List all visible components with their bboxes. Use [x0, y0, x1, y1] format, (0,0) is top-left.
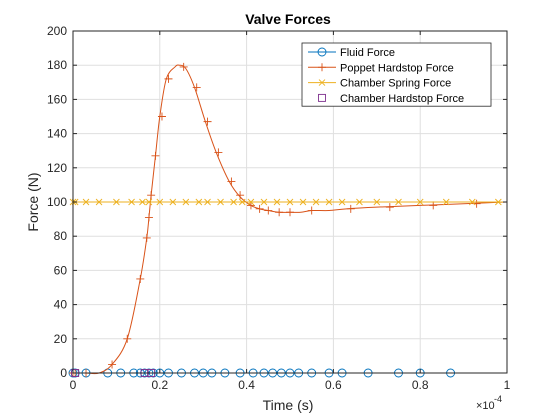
data-point-poppet-hardstop-force [179, 62, 188, 71]
data-point-poppet-hardstop-force [264, 206, 273, 215]
data-point-poppet-hardstop-force [147, 191, 156, 200]
legend-marker-poppet-hardstop-force [318, 63, 326, 72]
data-point-chamber-spring-force [95, 198, 103, 206]
data-point-chamber-spring-force [182, 198, 190, 206]
y-tick-label: 80 [54, 229, 68, 243]
y-tick-label: 40 [54, 298, 68, 312]
data-point-poppet-hardstop-force [157, 112, 166, 121]
legend: Fluid Force Poppet Hardstop Force Chamber … [301, 42, 492, 107]
legend-entry-fluid-force: Fluid Force [308, 47, 395, 59]
x-axis-exponent: ×10 -4 [476, 394, 502, 412]
y-tick-label: 60 [54, 263, 68, 277]
x-tick-label: 0.2 [151, 378, 168, 392]
data-point-poppet-hardstop-force [123, 334, 132, 343]
legend-entries: Fluid Force Poppet Hardstop Force Chamber … [308, 47, 464, 105]
legend-entry-chamber-spring-force: Chamber Spring Force [308, 78, 451, 90]
data-point-poppet-hardstop-force [246, 201, 255, 210]
tick-labels: 0 0.2 0.4 0.6 0.8 1 0 20 40 60 80 100 120 140 160 180 20… [47, 24, 511, 392]
tick-marks [72, 30, 508, 374]
x-tick-label: 1 [504, 378, 511, 392]
legend-label-chamber-spring-force: Chamber Spring Force [340, 78, 451, 90]
legend-label-chamber-hardstop-force: Chamber Hardstop Force [340, 93, 464, 105]
data-point-poppet-hardstop-force [385, 203, 394, 212]
data-point-chamber-spring-force [156, 198, 164, 206]
legend-marker-fluid-force [317, 47, 327, 57]
data-point-chamber-spring-force [247, 198, 255, 206]
data-point-poppet-hardstop-force [227, 177, 236, 186]
x-exponent-base: ×10 [476, 400, 495, 412]
data-point-poppet-hardstop-force [108, 360, 117, 369]
data-point-chamber-spring-force [273, 198, 281, 206]
data-point-chamber-spring-force [338, 198, 346, 206]
data-point-chamber-spring-force [395, 198, 402, 206]
y-tick-label: 0 [60, 366, 67, 380]
data-point-poppet-hardstop-force [307, 206, 316, 215]
data-point-poppet-hardstop-force [429, 201, 438, 210]
data-point-poppet-hardstop-force [346, 204, 355, 213]
data-point-chamber-spring-force [238, 198, 246, 206]
legend-label-poppet-hardstop-force: Poppet Hardstop Force [340, 62, 454, 74]
legend-label-fluid-force: Fluid Force [340, 47, 395, 59]
data-point-poppet-hardstop-force [203, 117, 212, 126]
x-exponent-power: -4 [494, 394, 502, 404]
legend-entry-chamber-hardstop-force: Chamber Hardstop Force [318, 93, 464, 105]
data-point-chamber-spring-force [128, 198, 135, 206]
data-point-chamber-spring-force [416, 198, 424, 206]
data-point-poppet-hardstop-force [286, 208, 294, 217]
data-point-chamber-spring-force [195, 198, 203, 206]
data-point-chamber-spring-force [169, 198, 177, 206]
y-tick-label: 200 [47, 24, 67, 38]
x-tick-label: 0.4 [238, 378, 255, 392]
data-point-chamber-spring-force [113, 198, 120, 206]
data-point-poppet-hardstop-force [275, 208, 284, 217]
x-tick-label: 0.8 [412, 378, 429, 392]
data-point-chamber-spring-force [139, 198, 146, 206]
data-point-poppet-hardstop-force [142, 233, 151, 242]
series-chamber-spring-force [69, 198, 507, 206]
data-point-chamber-spring-force [286, 198, 294, 206]
data-point-chamber-spring-force [260, 198, 268, 206]
chart-title: Valve Forces [245, 11, 331, 27]
y-tick-label: 160 [47, 92, 67, 106]
data-point-chamber-spring-force [230, 198, 237, 206]
data-point-chamber-spring-force [325, 198, 333, 206]
series-poppet-hardstop-force [69, 62, 508, 377]
legend-marker-chamber-hardstop-force [318, 93, 326, 102]
data-point-poppet-hardstop-force [192, 83, 201, 92]
y-tick-label: 180 [47, 58, 67, 72]
x-tick-label: 0.6 [325, 378, 342, 392]
data-point-poppet-hardstop-force [236, 191, 245, 200]
data-point-chamber-spring-force [312, 198, 320, 206]
y-axis-label: Force (N) [25, 172, 41, 231]
y-tick-label: 20 [54, 332, 68, 346]
data-point-poppet-hardstop-force [255, 204, 264, 213]
legend-marker-chamber-spring-force [318, 79, 326, 86]
legend-entry-poppet-hardstop-force: Poppet Hardstop Force [308, 62, 454, 74]
data-point-chamber-spring-force [373, 198, 381, 206]
data-point-poppet-hardstop-force [151, 151, 160, 160]
data-point-chamber-spring-force [204, 198, 211, 206]
data-point-chamber-spring-force [468, 198, 476, 206]
data-point-poppet-hardstop-force [214, 148, 223, 157]
y-tick-label: 120 [47, 161, 67, 175]
x-tick-label: 0 [70, 378, 77, 392]
y-tick-label: 100 [47, 195, 67, 209]
data-point-chamber-spring-force [145, 198, 153, 206]
data-point-chamber-spring-force [442, 198, 450, 206]
legend-box [301, 42, 492, 107]
data-point-chamber-spring-force [495, 198, 502, 206]
y-tick-label: 140 [47, 127, 67, 141]
data-point-chamber-spring-force [356, 198, 363, 206]
data-point-chamber-spring-force [82, 198, 90, 206]
data-point-chamber-spring-force [299, 198, 307, 206]
data-point-poppet-hardstop-force [164, 74, 173, 83]
data-point-poppet-hardstop-force [136, 274, 145, 283]
x-axis-label: Time (s) [263, 397, 314, 413]
data-point-chamber-spring-force [217, 198, 224, 206]
data-point-poppet-hardstop-force [144, 213, 153, 222]
